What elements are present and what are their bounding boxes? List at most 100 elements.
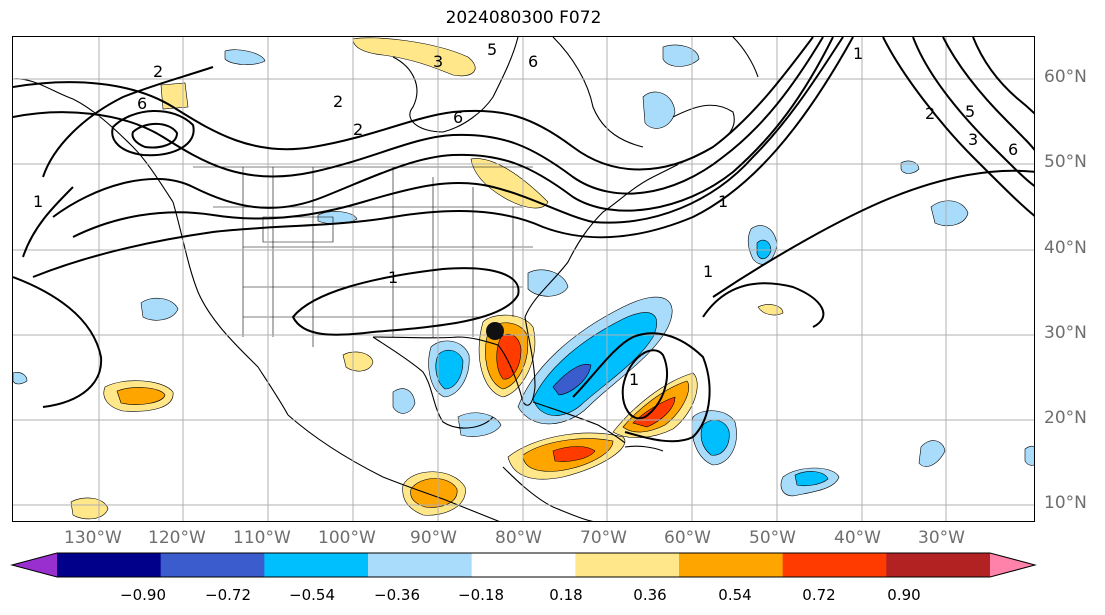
colorbar-outline <box>10 552 1037 578</box>
contour-label: 3 <box>968 130 978 149</box>
contour-label: 2 <box>153 62 163 81</box>
lat-label-30n: 30°N <box>1044 323 1087 343</box>
coast-central-am <box>502 466 594 521</box>
shade-blue-greenland <box>662 44 700 67</box>
contour-ridge-4 <box>72 37 844 238</box>
lon-label-50w: 50°W <box>749 528 796 548</box>
lat-label-40n: 40°N <box>1044 238 1087 258</box>
coast-greenland <box>732 37 759 78</box>
coast-east-us <box>524 176 654 318</box>
negative-anomaly-shading <box>13 44 1034 497</box>
colorbar-cells <box>10 552 1037 578</box>
contour-label: 1 <box>629 370 639 389</box>
contour-low-west <box>111 110 195 157</box>
lon-label-30w: 30°W <box>918 528 965 548</box>
coastlines <box>13 37 759 521</box>
shade-cyan-gulf <box>435 349 464 390</box>
shade-blue-pac <box>140 297 179 321</box>
contour-atl-mid <box>712 169 1034 298</box>
lat-label-50n: 50°N <box>1044 152 1087 172</box>
storm-center-marker <box>486 322 504 340</box>
colorbar-tick-label: 0.36 <box>633 586 667 604</box>
colorbar-cell <box>264 553 369 577</box>
colorbar-tick-label: 0.72 <box>802 586 836 604</box>
contour-label: 6 <box>1008 140 1018 159</box>
shade-yellow-hudson <box>352 37 476 77</box>
contour-label: 1 <box>853 44 863 63</box>
coast-cuba <box>532 401 626 444</box>
lon-label-130w: 130°W <box>64 528 122 548</box>
lat-label-10n: 10°N <box>1044 493 1087 513</box>
colorbar-extend-high <box>990 553 1035 577</box>
lon-label-90w: 90°W <box>410 528 457 548</box>
map-title: 2024080300 F072 <box>445 8 602 28</box>
contour-atl-high <box>702 282 825 328</box>
contour-label: 6 <box>453 108 463 127</box>
shade-yellow-greatlakes <box>470 158 549 209</box>
contour-label: 5 <box>965 102 975 121</box>
coast-alaska <box>13 78 174 203</box>
shade-blue-greenland2 <box>900 160 920 174</box>
contour-label: 2 <box>925 104 935 123</box>
contour-east-1 <box>882 37 1034 217</box>
contour-label: 2 <box>353 120 363 139</box>
colorbar-tick-label: −0.72 <box>205 586 251 604</box>
contour-west-trough <box>13 276 103 408</box>
colorbar-cell <box>782 553 887 577</box>
shade-orange-pac <box>116 387 166 405</box>
contour-label: 1 <box>33 192 43 211</box>
contour-east-3 <box>942 37 1034 151</box>
lon-label-110w: 110°W <box>233 528 291 548</box>
shade-blue-alaska <box>224 49 266 65</box>
lon-label-120w: 120°W <box>148 528 206 548</box>
contour-hurricane <box>621 349 668 420</box>
shade-blue-atl-se2 <box>918 440 946 467</box>
contour-lines <box>13 37 1034 443</box>
coast-west-na <box>172 201 289 416</box>
contour-pac-1 <box>42 66 214 178</box>
colorbar-tick-label: −0.36 <box>374 586 420 604</box>
lon-label-40w: 40°W <box>834 528 881 548</box>
contour-ridge-2 <box>13 37 824 195</box>
colorbar-tick-label: −0.54 <box>289 586 335 604</box>
colorbar-tick-label: 0.54 <box>718 586 752 604</box>
contour-label: 5 <box>487 40 497 59</box>
graticule <box>13 37 1034 521</box>
contour-label: 3 <box>433 52 443 71</box>
contour-label: 1 <box>388 268 398 287</box>
shade-blue-gulf2 <box>392 388 416 414</box>
contour-ridge-1 <box>13 37 814 171</box>
shade-yellow-smallpac <box>70 497 109 520</box>
contour-trough-atl <box>572 332 711 443</box>
coast-florida <box>497 316 536 406</box>
shade-yellow-atl2 <box>757 304 784 316</box>
lon-label-100w: 100°W <box>318 528 376 548</box>
coast-gulf <box>372 336 494 429</box>
lon-label-60w: 60°W <box>664 528 711 548</box>
coast-hispaniola <box>624 445 664 452</box>
shade-blue-ak2 <box>13 372 28 385</box>
shade-darkblue-bahamas <box>552 363 592 396</box>
map-canvas: 2 6 2 2 6 6 5 3 1 1 1 1 1 1 2 5 3 6 <box>13 37 1034 521</box>
shade-blue-plains <box>317 211 358 225</box>
shade-blue-atl-se <box>1024 446 1034 466</box>
lat-label-60n: 60°N <box>1044 67 1087 87</box>
shade-blue-yucatan <box>457 412 502 437</box>
coast-mexico-pac <box>287 414 500 521</box>
contour-ridge-3 <box>52 37 834 218</box>
contour-label-group: 2 6 2 2 6 6 5 3 1 1 1 1 1 1 2 5 3 6 <box>33 40 1018 389</box>
contour-east-2 <box>912 37 1034 187</box>
colorbar-cell <box>368 553 473 577</box>
coast-labrador <box>552 37 644 148</box>
colorbar-cell <box>679 553 784 577</box>
contour-label: 2 <box>333 92 343 111</box>
shade-yellow-west <box>160 82 189 110</box>
shade-blue-ne-atl <box>930 200 969 226</box>
contour-ridge-5 <box>32 37 854 278</box>
shade-cyan-atl-e <box>794 471 829 487</box>
contour-label: 6 <box>528 52 538 71</box>
contour-high-gulf <box>291 267 520 336</box>
colorbar-tick-label: 0.18 <box>549 586 583 604</box>
contour-low-west2 <box>131 122 179 149</box>
colorbar-tick-label: −0.18 <box>458 586 504 604</box>
